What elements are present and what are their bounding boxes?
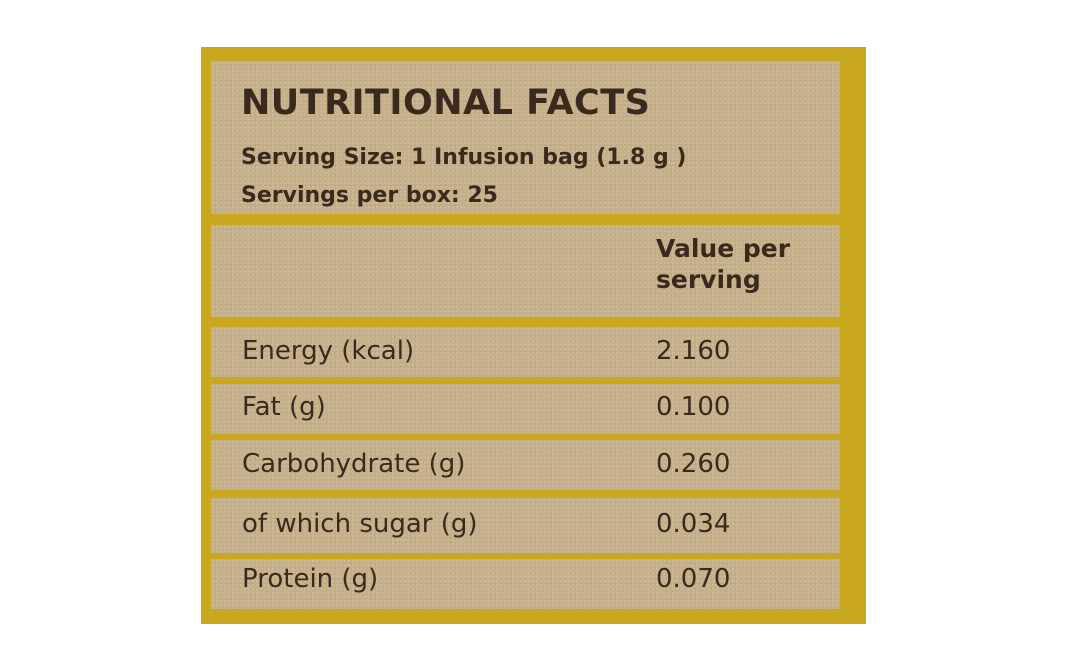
table-row: of which sugar (g) 0.034 — [211, 498, 840, 553]
row-value: 0.034 — [656, 509, 731, 539]
nutrition-label-panel: NUTRITIONAL FACTS Serving Size: 1 Infusi… — [201, 47, 866, 624]
row-label: Energy (kcal) — [242, 336, 415, 366]
row-value: 0.070 — [656, 564, 731, 594]
row-value: 2.160 — [656, 336, 731, 366]
column-header-line1: Value per — [656, 234, 791, 263]
nutrition-title: NUTRITIONAL FACTS — [241, 83, 651, 123]
column-header-line2: serving — [656, 265, 761, 294]
row-label: Protein (g) — [242, 564, 379, 594]
table-row: Carbohydrate (g) 0.260 — [211, 440, 840, 490]
table-row: Protein (g) 0.070 — [211, 559, 840, 609]
servings-per-box: Servings per box: 25 — [241, 183, 498, 208]
row-label: Carbohydrate (g) — [242, 449, 466, 479]
nutrition-header: NUTRITIONAL FACTS Serving Size: 1 Infusi… — [211, 61, 840, 214]
table-row: Fat (g) 0.100 — [211, 384, 840, 434]
row-value: 0.100 — [656, 392, 731, 422]
serving-size: Serving Size: 1 Infusion bag (1.8 g ) — [241, 145, 687, 170]
row-label: of which sugar (g) — [242, 509, 478, 539]
table-header-row: Value per serving — [211, 225, 840, 317]
table-row: Energy (kcal) 2.160 — [211, 327, 840, 377]
row-label: Fat (g) — [242, 392, 326, 422]
row-value: 0.260 — [656, 449, 731, 479]
column-header-value-per-serving: Value per serving — [656, 233, 826, 295]
